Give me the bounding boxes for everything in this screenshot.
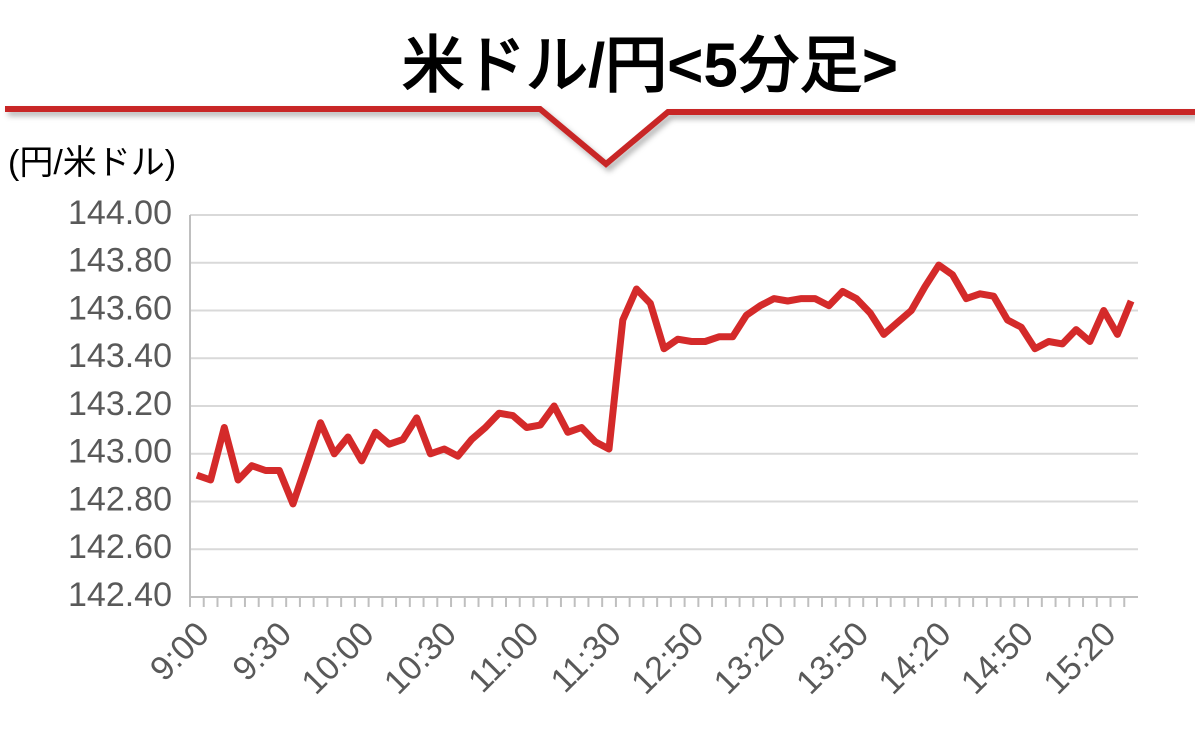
title-banner (5, 106, 1195, 168)
x-tick-label: 13:20 (707, 615, 794, 702)
y-tick-label: 143.40 (68, 337, 172, 375)
y-tick-label: 144.00 (68, 194, 172, 232)
x-tick-label: 15:20 (1036, 615, 1123, 702)
x-tick-label: 9:30 (225, 615, 299, 689)
x-tick-label: 14:20 (872, 615, 959, 702)
y-tick-label: 143.20 (68, 385, 172, 423)
x-tick-label: 10:30 (377, 615, 464, 702)
y-tick-label: 143.60 (68, 289, 172, 327)
x-tick-label: 12:50 (624, 615, 711, 702)
x-tick-label: 10:00 (294, 615, 381, 702)
x-tick-label: 13:50 (789, 615, 876, 702)
y-axis-label: (円/米ドル) (8, 144, 176, 182)
y-tick-label: 143.00 (68, 433, 172, 471)
y-tick-label: 142.40 (68, 576, 172, 614)
x-tick-label: 11:30 (544, 615, 629, 700)
y-tick-label: 143.80 (68, 242, 172, 280)
series-line (195, 261, 1135, 508)
x-tick-label: 9:00 (143, 615, 217, 689)
y-tick-label: 142.60 (68, 528, 172, 566)
y-tick-label: 142.80 (68, 480, 172, 518)
x-tick-label: 11:00 (461, 615, 546, 700)
x-tick-label: 14:50 (954, 615, 1041, 702)
chart-title: 米ドル/円<5分足> (402, 31, 898, 100)
